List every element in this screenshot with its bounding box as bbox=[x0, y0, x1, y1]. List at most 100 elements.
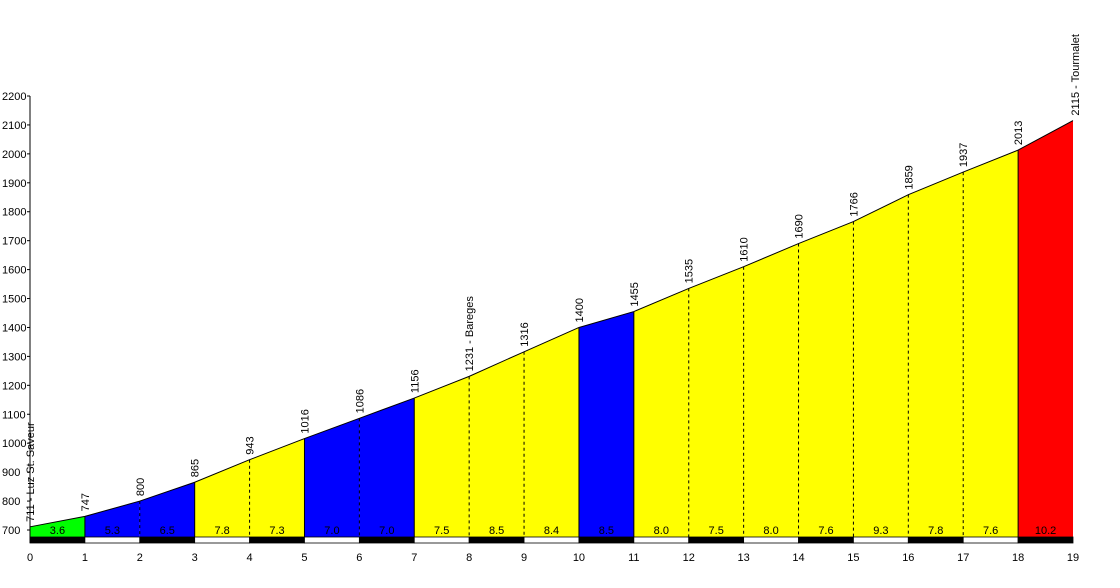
elevation-label: 1156 bbox=[409, 369, 421, 393]
segment-area bbox=[249, 438, 305, 537]
elevation-label: 711 - Luz St. Saveur bbox=[25, 422, 37, 522]
km-strip-cell bbox=[304, 536, 360, 544]
km-strip-cell bbox=[578, 536, 635, 544]
segment-area bbox=[359, 398, 415, 537]
km-strip-cell bbox=[84, 536, 141, 544]
segment-area bbox=[304, 418, 360, 537]
x-tick-label: 15 bbox=[847, 552, 859, 564]
segment-area bbox=[633, 288, 689, 537]
elevation-label: 1535 bbox=[684, 259, 696, 283]
gradient-label: 9.3 bbox=[873, 525, 888, 537]
gradient-label: 3.6 bbox=[50, 525, 65, 537]
elevation-label: 2013 bbox=[1013, 121, 1025, 145]
profile-outline bbox=[29, 120, 1074, 528]
x-tick-label: 4 bbox=[247, 552, 253, 564]
segment-area bbox=[524, 327, 579, 537]
km-strip-cell bbox=[743, 536, 799, 544]
x-tick-label: 6 bbox=[356, 552, 362, 564]
x-tick-label: 2 bbox=[137, 552, 143, 564]
segment-area bbox=[578, 311, 634, 537]
elevation-label: 1690 bbox=[794, 214, 806, 238]
gradient-label: 8.0 bbox=[654, 525, 669, 537]
x-tick-label: 8 bbox=[466, 552, 472, 564]
gradient-label: 7.5 bbox=[434, 525, 449, 537]
km-strip-cell bbox=[194, 536, 250, 544]
gradient-label: 7.6 bbox=[983, 525, 998, 537]
segment-area bbox=[84, 501, 140, 537]
x-tick-labels: 0 1 2 3 4 5 6 7 8 9 10 11 12 13 14 15 16 17 18 19 bbox=[27, 552, 1079, 564]
km-strip-cell bbox=[853, 536, 909, 544]
x-tick-label: 11 bbox=[628, 552, 639, 564]
segment-dividers bbox=[84, 150, 1019, 537]
gradient-label: 8.0 bbox=[763, 525, 778, 537]
elevation-label: 943 bbox=[245, 436, 257, 454]
segment-areas bbox=[30, 120, 1073, 538]
y-tick-label: 1900 bbox=[2, 178, 26, 190]
segment-area bbox=[194, 459, 250, 537]
km-strip-cell bbox=[962, 536, 1019, 544]
x-tick-label: 9 bbox=[521, 552, 527, 564]
segment-area bbox=[853, 194, 909, 538]
gradient-labels: 3.6 5.3 6.5 7.8 7.3 7.0 7.0 7.5 8.5 8.4 8.5 8.0 7.5 8… bbox=[50, 525, 1056, 537]
segment-area bbox=[963, 150, 1019, 537]
y-tick-label: 1000 bbox=[2, 438, 26, 450]
elevation-label: 865 bbox=[190, 459, 202, 477]
elevation-label: 1231 - Bareges bbox=[464, 296, 476, 372]
y-tick-label: 1800 bbox=[2, 207, 26, 219]
segment-area bbox=[30, 516, 85, 537]
x-tick-label: 5 bbox=[301, 552, 307, 564]
gradient-label: 8.5 bbox=[489, 525, 504, 537]
km-strip-cell bbox=[633, 536, 690, 544]
km-strip-cell bbox=[413, 536, 470, 544]
elevation-label: 1316 bbox=[519, 322, 531, 346]
gradient-label: 7.8 bbox=[928, 525, 943, 537]
elevation-label: 747 bbox=[80, 493, 92, 511]
y-tick-labels: 700 800 900 1000 1100 1200 1300 1400 1500 1600 170… bbox=[2, 91, 30, 537]
km-strip-cell bbox=[523, 536, 580, 544]
elevation-label: 1400 bbox=[574, 298, 586, 322]
elevation-label: 800 bbox=[135, 478, 147, 496]
y-tick-label: 1600 bbox=[2, 265, 26, 277]
y-tick-label: 1400 bbox=[2, 322, 26, 334]
x-tick-label: 0 bbox=[27, 552, 33, 564]
km-strip-cell bbox=[358, 536, 415, 544]
segment-area bbox=[688, 266, 744, 537]
gradient-label: 8.4 bbox=[544, 525, 559, 537]
y-tick-label: 900 bbox=[2, 467, 20, 479]
km-strip-cell bbox=[29, 536, 86, 544]
elevation-label: 1610 bbox=[739, 237, 751, 261]
km-strip-cell bbox=[798, 536, 854, 544]
km-strip-cell bbox=[468, 536, 525, 544]
km-strip-cell bbox=[688, 536, 745, 544]
elevation-label: 1859 bbox=[903, 165, 915, 189]
gradient-label: 7.5 bbox=[709, 525, 724, 537]
y-tick-label: 2000 bbox=[2, 149, 26, 161]
gradient-label: 7.3 bbox=[269, 525, 284, 537]
gradient-label: 8.5 bbox=[599, 525, 614, 537]
elevation-label: 1455 bbox=[629, 282, 641, 306]
segment-area bbox=[798, 221, 854, 537]
km-strip-cell bbox=[1017, 536, 1074, 544]
elevation-label: 2115 - Tourmalet bbox=[1070, 34, 1082, 116]
y-tick-label: 2100 bbox=[2, 120, 26, 132]
x-tick-label: 14 bbox=[792, 552, 804, 564]
y-tick-label: 1200 bbox=[2, 380, 26, 392]
gradient-label: 7.8 bbox=[214, 525, 229, 537]
km-strip-cell bbox=[907, 536, 964, 544]
segment-area bbox=[1018, 120, 1073, 538]
y-tick-label: 1700 bbox=[2, 236, 26, 248]
x-tick-label: 17 bbox=[957, 552, 969, 564]
segment-area bbox=[469, 351, 525, 537]
segment-area bbox=[139, 482, 195, 537]
elevation-label: 1086 bbox=[354, 389, 366, 413]
gradient-label: 5.3 bbox=[105, 525, 120, 537]
y-tick-label: 1100 bbox=[2, 409, 26, 421]
gradient-label: 7.6 bbox=[818, 525, 833, 537]
elevation-labels: 711 - Luz St. Saveur 747 800 865 943 1016 1086… bbox=[25, 34, 1082, 522]
gradient-label: 10.2 bbox=[1035, 525, 1056, 537]
km-strip-cell bbox=[249, 536, 305, 544]
y-tick-label: 2200 bbox=[2, 91, 26, 103]
x-tick-label: 10 bbox=[573, 552, 585, 564]
x-tick-label: 19 bbox=[1067, 552, 1079, 564]
